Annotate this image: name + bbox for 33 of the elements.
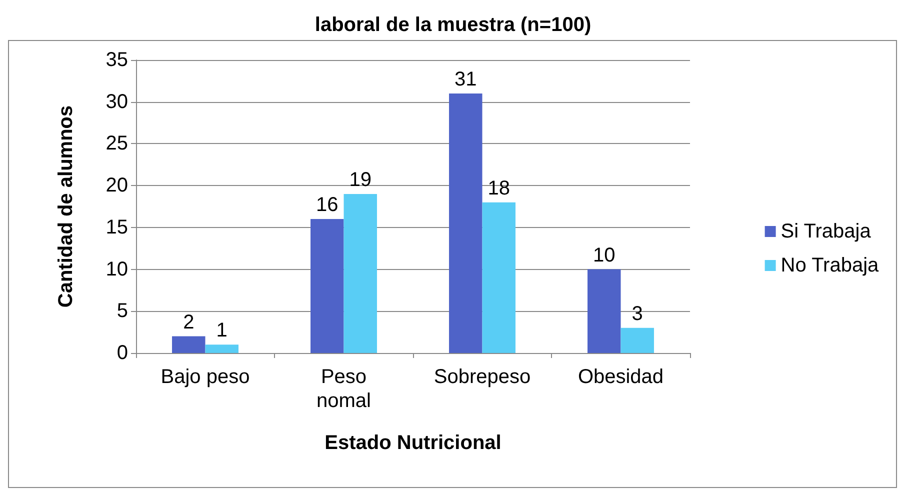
x-tick-label: Bajo peso bbox=[160, 366, 250, 388]
x-tick-label: Obesidad bbox=[578, 366, 664, 388]
bar bbox=[588, 269, 621, 353]
bar bbox=[449, 93, 482, 353]
data-label: 3 bbox=[632, 302, 643, 325]
data-label: 31 bbox=[454, 68, 477, 90]
data-label: 18 bbox=[488, 177, 510, 200]
y-tick-label: 5 bbox=[116, 300, 128, 322]
bar bbox=[620, 328, 654, 353]
y-tick-label: 25 bbox=[106, 132, 128, 155]
data-label: 19 bbox=[349, 168, 372, 191]
y-tick-label: 15 bbox=[106, 216, 128, 238]
bar bbox=[344, 194, 377, 353]
y-tick-label: 20 bbox=[106, 174, 128, 197]
y-tick-label: 35 bbox=[106, 49, 128, 71]
bar bbox=[172, 336, 206, 353]
x-tick-label: Sobrepeso bbox=[434, 366, 531, 388]
y-axis-title: Cantidad de alumnos bbox=[55, 105, 77, 308]
bar bbox=[310, 219, 344, 353]
x-axis-title: Estado Nutricional bbox=[324, 432, 502, 454]
data-label: 16 bbox=[316, 194, 338, 216]
legend-label: No Trabaja bbox=[780, 254, 880, 276]
x-tick-label: Peso nomal bbox=[316, 366, 371, 412]
bar bbox=[205, 344, 238, 353]
y-tick-label: 10 bbox=[106, 258, 128, 280]
data-label: 10 bbox=[593, 244, 616, 266]
y-tick-label: 0 bbox=[116, 342, 128, 364]
bar bbox=[482, 202, 516, 353]
y-tick-label: 30 bbox=[106, 90, 128, 113]
data-label: 1 bbox=[216, 320, 228, 342]
data-label: 2 bbox=[183, 311, 194, 334]
legend-label: Si Trabaja bbox=[780, 220, 872, 242]
chart-title: laboral de la muestra (n=100) bbox=[314, 14, 592, 36]
